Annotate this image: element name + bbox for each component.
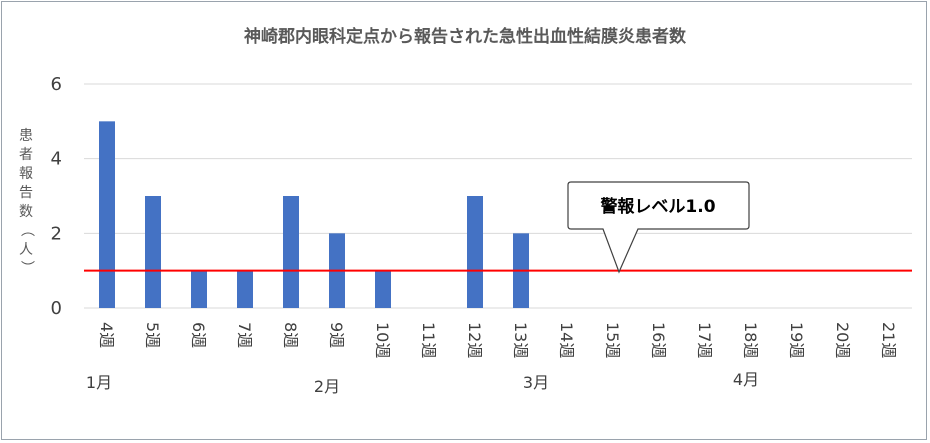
- x-tick-label: 11週: [419, 322, 438, 358]
- month-label: 4月: [733, 370, 759, 389]
- bar-10週: [375, 270, 391, 308]
- x-tick-label: 21週: [879, 322, 898, 358]
- bars: [99, 121, 529, 308]
- callout-box: [567, 181, 750, 274]
- x-tick-label: 6週: [189, 322, 208, 348]
- y-tick-labels: 0 2 4 6: [51, 74, 62, 319]
- x-tick-label: 17週: [695, 322, 714, 358]
- bar-6週: [191, 270, 207, 308]
- x-tick-label: 10週: [373, 322, 392, 358]
- x-tick-label: 7週: [235, 322, 254, 348]
- month-label: 3月: [523, 373, 549, 392]
- x-tick-label: 12週: [465, 322, 484, 358]
- threshold-callout: 警報レベル1.0: [567, 181, 750, 274]
- x-tick-label: 4週: [97, 322, 116, 348]
- x-tick-label: 20週: [833, 322, 852, 358]
- y-axis-title: 患者報告数︵人︶: [19, 128, 35, 277]
- x-tick-label: 8週: [281, 322, 300, 348]
- bar-7週: [237, 270, 253, 308]
- y-axis-label: 患者報告数︵人︶: [19, 128, 35, 277]
- x-tick-labels: 4週 5週 6週 7週 8週 9週 10週 11週 12週 13週 14週 15週 16週 17週 18週 1…: [97, 322, 898, 358]
- x-tick-label: 9週: [327, 322, 346, 348]
- chart-title: 神崎郡内眼科定点から報告された急性出血性結膜炎患者数: [244, 26, 687, 47]
- x-tick-label: 16週: [649, 322, 668, 358]
- month-labels: 1月 2月 3月 4月: [86, 370, 759, 396]
- y-tick-label: 2: [51, 223, 62, 244]
- x-tick-label: 19週: [787, 322, 806, 358]
- month-label: 1月: [86, 373, 112, 392]
- bar-12週: [467, 196, 483, 308]
- month-label: 2月: [314, 377, 340, 396]
- bar-4週: [99, 121, 115, 308]
- x-tick-label: 18週: [741, 322, 760, 358]
- y-tick-label: 0: [51, 298, 62, 319]
- x-tick-label: 5週: [143, 322, 162, 348]
- gridlines: [84, 83, 912, 309]
- bar-8週: [283, 196, 299, 308]
- bar-5週: [145, 196, 161, 308]
- x-tick-label: 15週: [603, 322, 622, 358]
- x-tick-label: 14週: [557, 322, 576, 358]
- y-tick-label: 4: [51, 149, 62, 170]
- x-tick-label: 13週: [511, 322, 530, 358]
- callout-label: 警報レベル1.0: [599, 196, 715, 217]
- y-tick-label: 6: [51, 74, 62, 95]
